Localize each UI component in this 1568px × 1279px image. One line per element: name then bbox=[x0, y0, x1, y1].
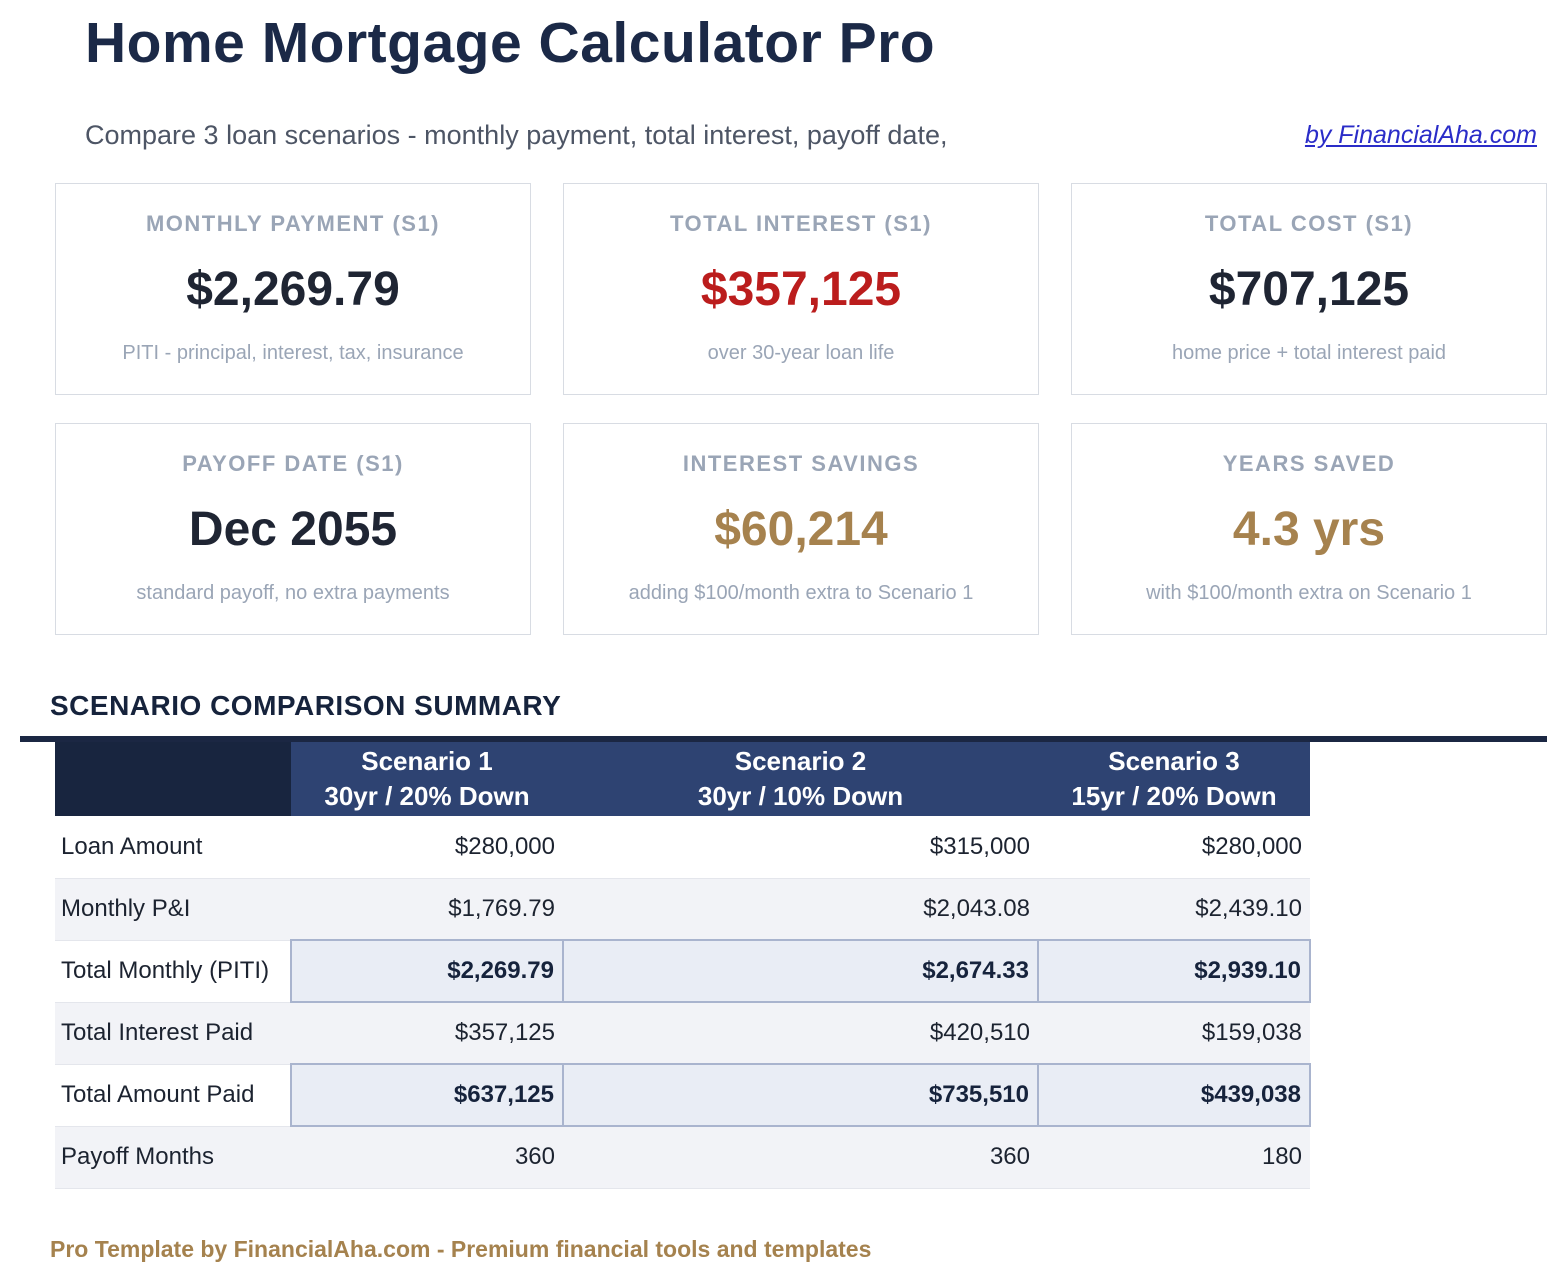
row-label: Total Monthly (PITI) bbox=[55, 940, 291, 1002]
cell-value: $2,439.10 bbox=[1038, 877, 1310, 941]
stat-card-label: TOTAL COST (S1) bbox=[1204, 211, 1414, 236]
stat-card-label: TOTAL INTEREST (S1) bbox=[670, 211, 932, 236]
cell-value: $280,000 bbox=[1201, 832, 1302, 860]
table-row-total-interest-paid: Total Interest Paid $357,125 $420,510 $1… bbox=[55, 1001, 1310, 1065]
stat-card-description: PITI - principal, interest, tax, insuran… bbox=[122, 342, 464, 364]
cell-value: 360 bbox=[291, 1125, 563, 1189]
cell-value: $2,043.08 bbox=[563, 877, 1038, 941]
stat-card-description: adding $100/month extra to Scenario 1 bbox=[628, 582, 974, 604]
row-label: Payoff Months bbox=[55, 1125, 291, 1189]
stat-card-value: $357,125 bbox=[700, 263, 902, 316]
stat-card-label: MONTHLY PAYMENT (S1) bbox=[145, 211, 441, 236]
table-row-monthly-pi: Monthly P&I $1,769.79 $2,043.08 $2,439.1… bbox=[55, 877, 1310, 941]
cell-value: $2,674.33 bbox=[562, 939, 1039, 1003]
table-row-payoff-months: Payoff Months 360 360 180 bbox=[55, 1125, 1310, 1189]
cell-value: $420,510 bbox=[563, 1001, 1038, 1065]
stat-cards-grid: MONTHLY PAYMENT (S1) $2,269.79 PITI - pr… bbox=[55, 183, 1547, 635]
cell-value: $439,038 bbox=[1037, 1063, 1311, 1127]
stat-card-value: $2,269.79 bbox=[186, 263, 400, 316]
column-title: Scenario 1 bbox=[361, 745, 493, 776]
footer-note: Pro Template by FinancialAha.com - Premi… bbox=[50, 1236, 872, 1262]
row-label: Loan Amount bbox=[61, 832, 203, 860]
column-subtitle: 30yr / 10% Down bbox=[697, 781, 904, 811]
column-subtitle: 30yr / 20% Down bbox=[324, 781, 530, 811]
cell-value: $1,769.79 bbox=[291, 877, 563, 941]
cell-value: $637,125 bbox=[290, 1063, 564, 1127]
stat-card-description: with $100/month extra on Scenario 1 bbox=[1146, 582, 1472, 604]
row-label: Total Amount Paid bbox=[55, 1064, 291, 1126]
row-label: Total Interest Paid bbox=[55, 1001, 291, 1065]
stat-card-description: standard payoff, no extra payments bbox=[136, 582, 450, 604]
stat-card-years-saved: YEARS SAVED 4.3 yrs with $100/month extr… bbox=[1071, 423, 1547, 635]
page-title: Home Mortgage Calculator Pro bbox=[85, 11, 936, 75]
table-row-total-amount-paid: Total Amount Paid $637,125 $735,510 $439… bbox=[55, 1063, 1311, 1127]
stat-card-description: home price + total interest paid bbox=[1171, 342, 1447, 364]
column-header-scenario-2: Scenario 2 30yr / 10% Down bbox=[563, 742, 1038, 816]
cell-value: $735,510 bbox=[562, 1063, 1039, 1127]
page-subtitle: Compare 3 loan scenarios - monthly payme… bbox=[85, 120, 948, 150]
stat-card-value: $60,214 bbox=[714, 503, 888, 556]
cell-value: $280,000 bbox=[454, 832, 555, 860]
cell-value: $315,000 bbox=[929, 832, 1030, 860]
comparison-table: Scenario 1 30yr / 20% Down Scenario 2 30… bbox=[55, 742, 1311, 1189]
table-corner-cell bbox=[55, 742, 291, 816]
stat-card-description: over 30-year loan life bbox=[707, 342, 895, 364]
stat-card-payoff-date: PAYOFF DATE (S1) Dec 2055 standard payof… bbox=[55, 423, 531, 635]
stat-card-total-cost: TOTAL COST (S1) $707,125 home price + to… bbox=[1071, 183, 1547, 395]
column-title: Scenario 2 bbox=[734, 745, 867, 776]
column-header-scenario-3: Scenario 3 15yr / 20% Down bbox=[1038, 742, 1310, 816]
cell-value: 360 bbox=[563, 1125, 1038, 1189]
stat-card-total-interest: TOTAL INTEREST (S1) $357,125 over 30-yea… bbox=[563, 183, 1039, 395]
stat-card-monthly-payment: MONTHLY PAYMENT (S1) $2,269.79 PITI - pr… bbox=[55, 183, 531, 395]
cell-value: $2,269.79 bbox=[290, 939, 564, 1003]
stat-card-value: 4.3 yrs bbox=[1232, 503, 1386, 556]
section-heading: SCENARIO COMPARISON SUMMARY bbox=[50, 690, 562, 721]
cell-value: $159,038 bbox=[1038, 1001, 1310, 1065]
stat-card-value: Dec 2055 bbox=[188, 503, 398, 556]
table-header-row: Scenario 1 30yr / 20% Down Scenario 2 30… bbox=[55, 742, 1310, 816]
cell-value: 180 bbox=[1038, 1125, 1310, 1189]
cell-value: $357,125 bbox=[291, 1001, 563, 1065]
row-label: Monthly P&I bbox=[55, 877, 291, 941]
column-title: Scenario 3 bbox=[1108, 745, 1240, 776]
column-header-scenario-1: Scenario 1 30yr / 20% Down bbox=[291, 742, 563, 816]
stat-card-label: INTEREST SAVINGS bbox=[682, 451, 920, 476]
table-top-rule bbox=[20, 736, 1547, 742]
table-row-loan-amount: Loan Amount $280,000 $315,000 $280,000 bbox=[55, 816, 1310, 878]
byline-link[interactable]: by FinancialAha.com bbox=[1304, 121, 1537, 149]
stat-card-interest-savings: INTEREST SAVINGS $60,214 adding $100/mon… bbox=[563, 423, 1039, 635]
stat-card-label: YEARS SAVED bbox=[1222, 451, 1396, 476]
table-row-total-monthly-piti: Total Monthly (PITI) $2,269.79 $2,674.33… bbox=[55, 939, 1311, 1003]
stat-card-label: PAYOFF DATE (S1) bbox=[182, 451, 404, 476]
column-subtitle: 15yr / 20% Down bbox=[1071, 781, 1277, 811]
stat-card-value: $707,125 bbox=[1208, 263, 1410, 316]
cell-value: $2,939.10 bbox=[1037, 939, 1311, 1003]
